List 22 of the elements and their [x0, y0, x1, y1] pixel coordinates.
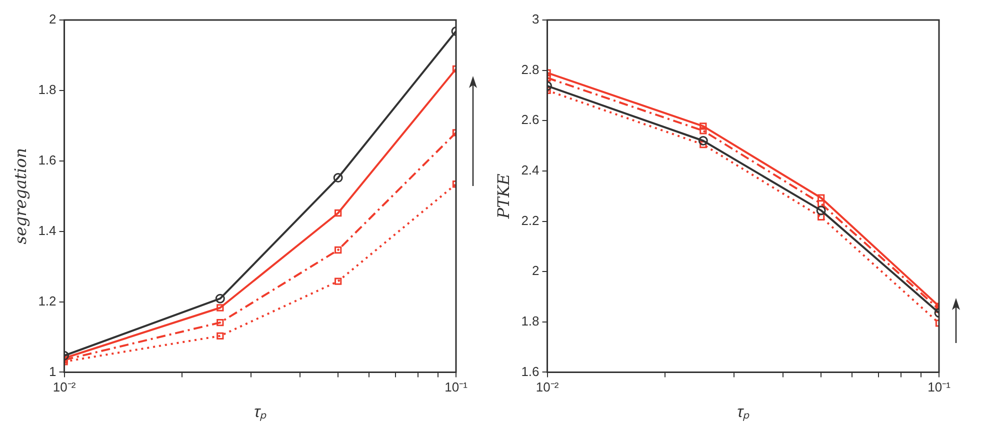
x-axis-title: τₚ	[254, 404, 268, 421]
y-tick-label: 1	[49, 364, 56, 379]
y-tick-label: 2.8	[521, 62, 540, 77]
y-tick-label: 2.2	[521, 212, 540, 228]
x-tick-label: 10⁻²	[536, 380, 560, 395]
y-tick-label: 2	[532, 263, 540, 278]
y-axis-title: PTKE	[494, 173, 513, 220]
y-tick-label: 3	[532, 12, 540, 27]
y-tick-label: 2.4	[521, 162, 540, 178]
y-tick-label: 2	[49, 12, 56, 27]
x-tick-label: 10⁻¹	[444, 380, 468, 395]
x-axis-title: τₚ	[737, 404, 750, 421]
y-tick-label: 1.8	[521, 313, 540, 328]
y-tick-label: 1.2	[38, 293, 56, 308]
y-tick-label: 1.4	[38, 222, 56, 238]
y-tick-label: 1.8	[38, 82, 56, 98]
y-tick-label: 1.6	[38, 152, 56, 168]
x-tick-label: 10⁻²	[52, 380, 76, 395]
y-tick-label: 1.6	[521, 364, 540, 379]
y-tick-label: 2.6	[521, 112, 540, 128]
y-axis-title: segregation	[10, 148, 30, 244]
x-tick-label: 10⁻¹	[928, 380, 952, 395]
